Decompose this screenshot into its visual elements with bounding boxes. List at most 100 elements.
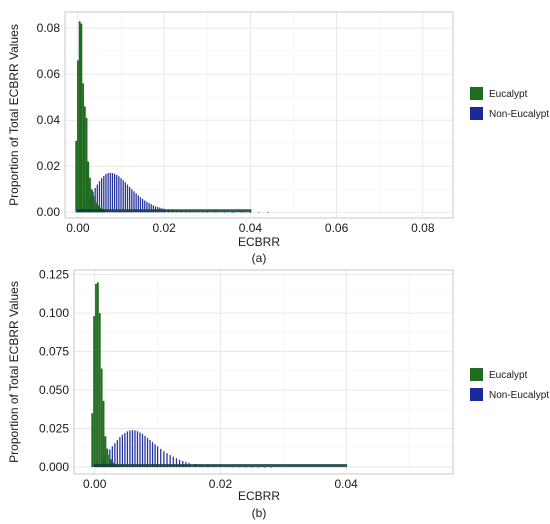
bar-non-eucalypt bbox=[120, 178, 122, 213]
bar-eucalypt bbox=[96, 282, 99, 468]
bar-eucalypt bbox=[75, 140, 78, 213]
bar-non-eucalypt bbox=[270, 467, 272, 468]
bar-non-eucalypt bbox=[141, 198, 144, 213]
bar-non-eucalypt bbox=[215, 212, 217, 213]
bar-non-eucalypt bbox=[107, 173, 109, 213]
panel-b-y-tick-labels: 0.000 0.025 0.050 0.075 0.100 0.125 bbox=[39, 268, 69, 474]
bar-non-eucalypt bbox=[160, 448, 162, 468]
bar-eucalypt bbox=[102, 400, 105, 468]
bar-non-eucalypt bbox=[149, 439, 151, 468]
bar-non-eucalypt bbox=[144, 200, 146, 213]
y-tick-label: 0.050 bbox=[39, 383, 69, 397]
panel-b-legend: Eucalypt Non-Eucalypt bbox=[470, 368, 549, 401]
bar-non-eucalypt bbox=[146, 201, 148, 213]
panel-b-plot-frame bbox=[73, 269, 454, 475]
bar-eucalypt bbox=[95, 283, 97, 468]
bar-non-eucalypt bbox=[166, 453, 168, 468]
bar-non-eucalypt bbox=[150, 204, 152, 213]
x-tick-label: 0.02 bbox=[209, 477, 233, 491]
bar-overlap-band bbox=[76, 209, 252, 213]
y-tick-label: 0.000 bbox=[39, 460, 69, 474]
panel-b-legend-swatch-non-eucalypt bbox=[470, 388, 483, 401]
bar-non-eucalypt bbox=[244, 466, 247, 468]
y-tick-label: 0.075 bbox=[39, 345, 69, 359]
y-tick-label: 0.100 bbox=[39, 306, 69, 320]
bar-non-eucalypt bbox=[100, 178, 103, 213]
bar-eucalypt bbox=[110, 459, 112, 468]
bar-non-eucalypt bbox=[129, 186, 131, 213]
panel-a-x-tick-labels: 0.00 0.02 0.04 0.06 0.08 bbox=[66, 221, 435, 235]
bar-overlap-band bbox=[93, 464, 348, 468]
bar-eucalypt bbox=[100, 368, 103, 468]
panel-b-legend-swatch-eucalypt bbox=[470, 368, 483, 381]
panel-b-grid bbox=[74, 270, 453, 474]
panel-a-y-axis-title: Proportion of Total ECBRR Values bbox=[7, 24, 21, 206]
bar-eucalypt bbox=[92, 196, 95, 213]
bar-non-eucalypt bbox=[139, 432, 141, 468]
bar-non-eucalypt bbox=[98, 181, 101, 213]
bar-non-eucalypt bbox=[257, 466, 259, 468]
bar-non-eucalypt bbox=[126, 184, 129, 213]
panel-a-caption: (a) bbox=[252, 251, 267, 265]
bar-non-eucalypt bbox=[136, 431, 139, 468]
bar-non-eucalypt bbox=[131, 189, 133, 213]
bar-non-eucalypt bbox=[131, 430, 134, 468]
bar-eucalypt bbox=[78, 21, 81, 213]
panel-a-plot-frame bbox=[64, 11, 454, 219]
bar-non-eucalypt bbox=[103, 175, 105, 213]
bar-non-eucalypt bbox=[223, 212, 226, 213]
panel-a-legend-swatch-eucalypt bbox=[470, 87, 483, 100]
bar-non-eucalypt bbox=[126, 431, 129, 468]
bar-non-eucalypt bbox=[135, 193, 137, 213]
bar-eucalypt bbox=[104, 436, 107, 468]
bar-eucalypt bbox=[90, 189, 93, 213]
bar-non-eucalypt bbox=[139, 197, 142, 213]
bar-non-eucalypt bbox=[133, 191, 135, 213]
bar-non-eucalypt bbox=[152, 205, 155, 213]
y-tick-label: 0.00 bbox=[37, 205, 61, 219]
bar-non-eucalypt bbox=[141, 433, 144, 468]
bar-eucalypt bbox=[96, 203, 98, 213]
y-tick-label: 0.025 bbox=[39, 422, 69, 436]
bar-eucalypt bbox=[98, 313, 101, 468]
bar-non-eucalypt bbox=[124, 182, 127, 213]
bar-eucalypt bbox=[89, 177, 91, 213]
bar-non-eucalypt bbox=[114, 443, 116, 468]
bar-non-eucalypt bbox=[258, 212, 260, 213]
panel-a-legend-label-non-eucalypt: Non-Eucalypt bbox=[489, 109, 549, 120]
panel-b-x-tick-labels: 0.00 0.02 0.04 bbox=[83, 477, 358, 491]
bar-non-eucalypt bbox=[111, 446, 113, 468]
bar-eucalypt bbox=[106, 448, 109, 468]
y-tick-label: 0.08 bbox=[37, 21, 61, 35]
x-tick-label: 0.00 bbox=[83, 477, 107, 491]
bar-non-eucalypt bbox=[124, 432, 126, 468]
bar-eucalypt bbox=[93, 316, 96, 468]
bar-non-eucalypt bbox=[232, 212, 234, 213]
x-tick-label: 0.04 bbox=[239, 221, 263, 235]
x-tick-label: 0.04 bbox=[334, 477, 358, 491]
bar-non-eucalypt bbox=[156, 446, 159, 468]
bar-non-eucalypt bbox=[182, 460, 184, 468]
y-tick-label: 0.04 bbox=[37, 113, 61, 127]
panel-b-chart: 0.00 0.02 0.04 0.0000.0250.0500.0750.1000.… bbox=[7, 268, 549, 520]
bar-non-eucalypt bbox=[116, 174, 118, 213]
bar-non-eucalypt bbox=[144, 435, 146, 468]
bar-non-eucalypt bbox=[129, 430, 131, 468]
y-tick-label: 0.125 bbox=[39, 268, 69, 282]
panel-a-y-tick-labels: 0.00 0.02 0.04 0.06 0.08 bbox=[37, 21, 61, 219]
bar-non-eucalypt bbox=[151, 442, 154, 468]
bar-non-eucalypt bbox=[94, 188, 96, 213]
bar-non-eucalypt bbox=[109, 172, 111, 213]
panel-a-x-axis-title: ECBRR bbox=[238, 235, 280, 249]
bar-non-eucalypt bbox=[263, 466, 266, 468]
x-tick-label: 0.02 bbox=[152, 221, 176, 235]
panel-a-legend-label-eucalypt: Eucalypt bbox=[489, 89, 528, 100]
bar-non-eucalypt bbox=[146, 437, 149, 468]
bar-non-eucalypt bbox=[121, 434, 124, 468]
bar-non-eucalypt bbox=[119, 437, 121, 468]
bar-non-eucalypt bbox=[175, 458, 178, 468]
panel-b-legend-label-non-eucalypt: Non-Eucalypt bbox=[489, 390, 549, 401]
panel-a-bars bbox=[75, 21, 269, 213]
bar-eucalypt bbox=[87, 161, 90, 213]
